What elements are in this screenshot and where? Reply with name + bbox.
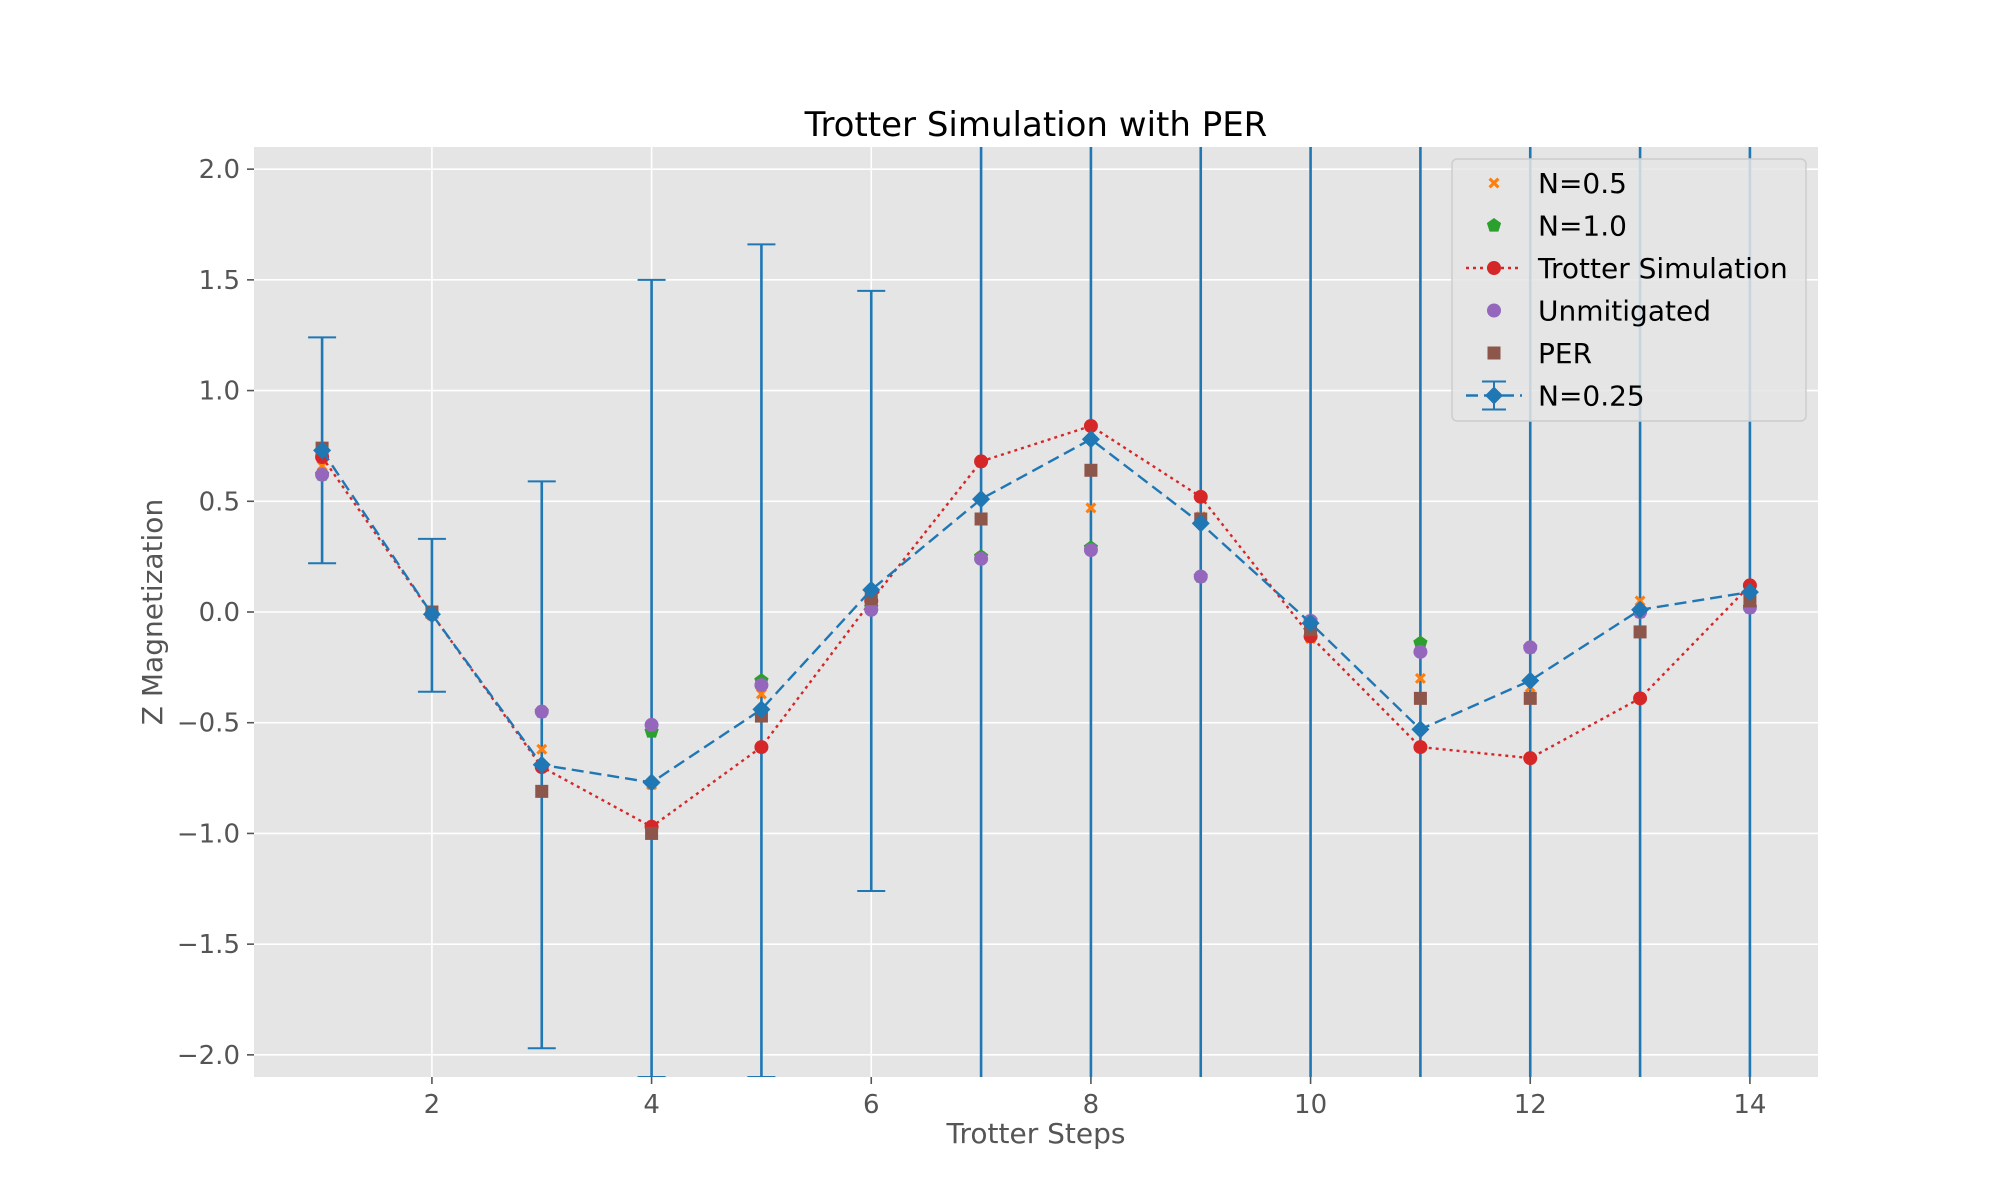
data-point [1083,543,1098,557]
legend-label: N=1.0 [1538,210,1627,243]
y-tick-label: −2.0 [177,1041,240,1071]
data-point [1523,751,1538,766]
data-point [1191,514,1210,533]
data-point [1413,691,1427,705]
data-point [1740,583,1759,602]
chart-title: Trotter Simulation with PER [804,105,1268,145]
legend-label: Trotter Simulation [1537,252,1788,285]
data-point [1523,640,1538,655]
legend: N=0.5 N=1.0 Trotter Simulation Unmitigated P… [1451,158,1807,422]
y-tick-label: 1.0 [199,377,240,407]
series-line [321,437,1751,784]
axis-ticks: 2 4 6 8 10 12 14 2.0 1.5 1.0 0.5 0.0 −0.5 −1.0 −1.5 −2.… [177,155,1767,1120]
legend-box [1451,158,1807,422]
legend-label: N=0.5 [1538,167,1627,200]
data-point [1084,463,1098,477]
x-tick-label: 14 [1733,1090,1766,1120]
data-point [1523,691,1537,705]
data-point [315,467,330,482]
data-point [1413,635,1428,650]
data-point [1193,569,1208,584]
x-tick-label: 4 [643,1090,660,1120]
data-point [862,580,881,599]
data-point [534,704,549,719]
data-point [535,784,549,798]
data-point [1414,672,1426,684]
legend-label: N=0.25 [1538,380,1645,413]
y-axis-label: Z Magnetization [136,499,169,725]
data-point [752,700,771,719]
y-tick-label: −1.0 [177,819,240,849]
data-point [1633,691,1648,706]
legend-marker [1487,261,1501,275]
x-tick-label: 10 [1294,1090,1327,1120]
data-point [1631,600,1650,619]
data-point [1521,671,1540,690]
data-point [532,755,551,774]
x-axis-label: Trotter Steps [946,1117,1126,1150]
data-point [1081,430,1100,449]
data-point [642,773,661,792]
data-point [974,454,989,469]
x-tick-label: 12 [1514,1090,1547,1120]
y-tick-label: 0.5 [199,487,240,517]
data-point [313,441,332,460]
data-point [1083,419,1098,433]
data-point [974,512,988,526]
data-point [864,602,879,617]
data-point [1085,502,1097,514]
legend-marker [1487,346,1501,360]
data-series [313,419,1759,840]
legend-marker [1485,386,1503,405]
data-point [1411,720,1430,739]
data-point [1413,740,1428,755]
legend-marker [1488,177,1500,189]
data-point [645,826,659,840]
legend-marker [1486,218,1502,232]
x-tick-label: 8 [1083,1090,1100,1120]
data-point [422,605,441,624]
data-point [974,551,989,566]
data-point [644,717,659,732]
data-point [1193,489,1208,504]
data-point [1413,644,1428,659]
y-tick-label: 2.0 [199,155,240,185]
x-tick-label: 2 [424,1090,441,1120]
y-tick-label: −0.5 [177,709,240,739]
y-tick-label: −1.5 [177,930,240,960]
data-point [754,740,769,755]
legend-marker [1487,303,1501,318]
y-tick-label: 0.0 [199,598,240,628]
y-tick-label: 1.5 [199,266,240,296]
legend-label: Unmitigated [1538,295,1711,328]
series-n-0-25 [313,430,1759,792]
data-point [1301,614,1320,633]
x-tick-label: 6 [863,1090,880,1120]
data-point [754,678,769,693]
data-point [972,490,991,509]
data-point [536,743,548,755]
data-point [1633,625,1647,639]
legend-label: PER [1538,337,1592,370]
series-line [321,424,1751,829]
